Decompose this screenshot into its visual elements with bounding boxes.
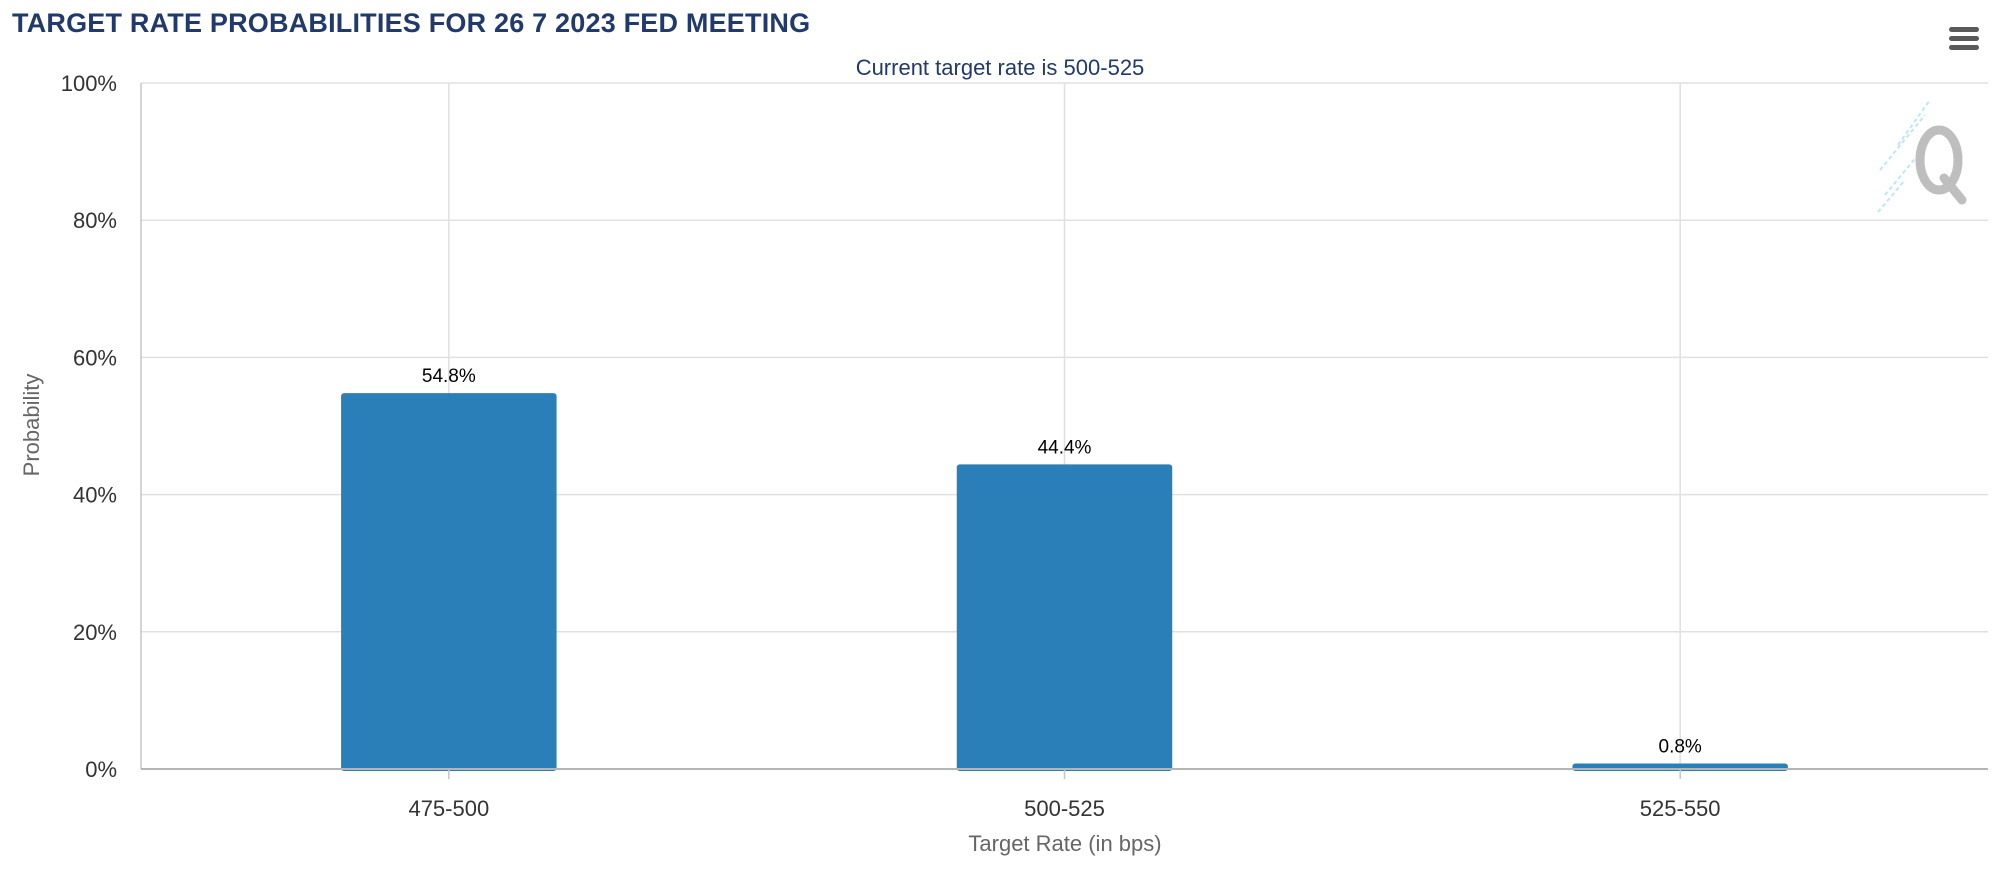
y-tick-label: 40% [73, 483, 117, 508]
chart-menu-button[interactable] [1946, 24, 1982, 54]
chart-title: TARGET RATE PROBABILITIES FOR 26 7 2023 … [12, 8, 811, 38]
chart-subtitle: Current target rate is 500-525 [856, 55, 1145, 80]
x-tick-label: 525-550 [1640, 796, 1721, 821]
y-tick-label: 100% [61, 71, 117, 96]
labels: 0% 20% 40% 60% 80% 100% 54.8% 475-500 44.4% 500-5… [61, 71, 1721, 821]
x-axis-title: Target Rate (in bps) [968, 831, 1161, 856]
y-tick-label: 80% [73, 208, 117, 233]
axes [140, 83, 1988, 779]
y-tick-label: 60% [73, 345, 117, 370]
y-tick-label: 20% [73, 620, 117, 645]
x-tick-label: 475-500 [408, 796, 489, 821]
y-axis-title: Probability [19, 374, 44, 477]
data-label: 54.8% [422, 366, 476, 387]
bar[interactable] [341, 393, 557, 771]
data-label: 44.4% [1038, 437, 1092, 458]
hamburger-menu-icon-bar [1949, 36, 1979, 41]
hamburger-menu-icon-bar [1949, 45, 1979, 50]
bar[interactable] [956, 464, 1173, 771]
quikstrike-q-logo-icon [1877, 99, 1967, 213]
data-label: 0.8% [1659, 737, 1702, 758]
hamburger-menu-icon [1949, 27, 1979, 32]
x-tick-label: 500-525 [1024, 796, 1105, 821]
bars [341, 393, 1788, 771]
y-tick-label: 0% [85, 757, 117, 782]
